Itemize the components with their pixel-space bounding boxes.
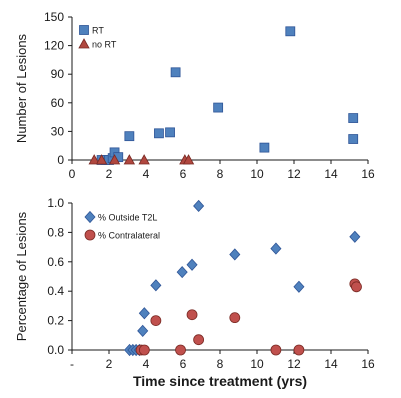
data-point-diamond [229,248,241,261]
x-tick-label: 16 [361,357,375,371]
data-point-diamond [138,307,150,320]
y-tick-label: 0.6 [47,255,64,269]
x-tick-label: 12 [287,167,301,181]
y-tick-label: 30 [51,124,65,138]
x-tick-label: 14 [324,357,338,371]
x-axis-label: Time since treatment (yrs) [133,373,307,389]
data-point-triangle [108,154,121,165]
data-point-diamond [137,324,149,337]
data-point-circle [150,315,162,327]
data-point-circle [270,344,282,356]
data-point-diamond [193,199,205,213]
y-tick-label: 60 [51,96,65,110]
data-point-triangle [95,154,108,165]
x-tick-label: 16 [361,167,375,181]
data-point-square [348,113,359,123]
data-point-circle [193,334,205,346]
y-tick-label: 0 [57,153,64,167]
data-point-diamond [176,265,188,279]
x-tick-label: 8 [217,357,224,371]
data-point-diamond [186,258,198,271]
x-tick-label: 6 [180,357,187,371]
y-tick-label: 0.8 [47,225,64,239]
data-point-circle [293,344,305,356]
top-panel-lesion-count: 0 30 60 90 120 150 0 2 4 6 8 10 12 14 16 Number of Lesi… [14,10,375,181]
legend-label: RT [92,26,104,36]
x-tick-label: 4 [143,167,150,181]
y-tick-label: 150 [44,10,64,24]
x-tick-label: 6 [180,167,187,181]
data-point-square [259,142,270,153]
data-point-square [285,26,296,37]
data-point-circle [186,309,198,321]
data-point-triangle [138,154,150,165]
data-point-circle [175,344,186,356]
data-point-square [348,134,359,144]
data-point-circle [351,281,362,293]
x-tick-label: 8 [217,167,224,181]
x-tick-label: - [70,357,74,371]
x-tick-label: 10 [250,357,264,371]
data-point-triangle [182,154,195,165]
bottom-panel-lesion-percentage: 0.0 0.2 0.4 0.6 0.8 1.0 - 2 4 6 8 10 12 14 16 Percentag… [14,196,375,389]
data-point-diamond [349,230,361,243]
data-point-triangle [88,154,100,165]
y-tick-label: 0.2 [47,314,64,328]
y-tick-label: 0.0 [47,343,64,357]
data-point-square [213,102,224,113]
x-tick-label: 4 [143,357,150,371]
y-axis-label: Number of Lesions [14,33,29,143]
data-point-square [124,131,135,142]
legend-label: % Contralateral [98,231,160,241]
data-point-square [170,67,181,78]
x-tick-label: 2 [106,357,113,371]
data-point-diamond [150,279,162,292]
data-point-circle [229,312,241,324]
data-point-diamond [293,280,305,293]
x-tick-label: 0 [69,167,76,181]
x-tick-label: 2 [106,167,113,181]
data-point-circle [138,344,150,356]
x-tick-label: 10 [250,167,264,181]
y-axis-label: Percentage of Lesions [14,211,29,341]
data-point-square [154,128,164,139]
legend-marker-circle [84,229,96,241]
legend-marker-square [79,25,89,35]
y-tick-label: 0.4 [47,284,64,298]
legend-marker-triangle [78,38,90,49]
data-point-triangle [123,154,136,165]
data-point-diamond [270,242,282,255]
data-point-square [165,127,175,138]
legend-label: % Outside T2L [98,213,157,223]
x-tick-label: 14 [324,167,338,181]
legend-marker-diamond [84,210,96,224]
legend-label: no RT [92,40,117,50]
y-tick-label: 1.0 [47,196,64,210]
x-tick-label: 12 [287,357,301,371]
y-tick-label: 120 [44,39,64,53]
y-tick-label: 90 [51,67,65,81]
